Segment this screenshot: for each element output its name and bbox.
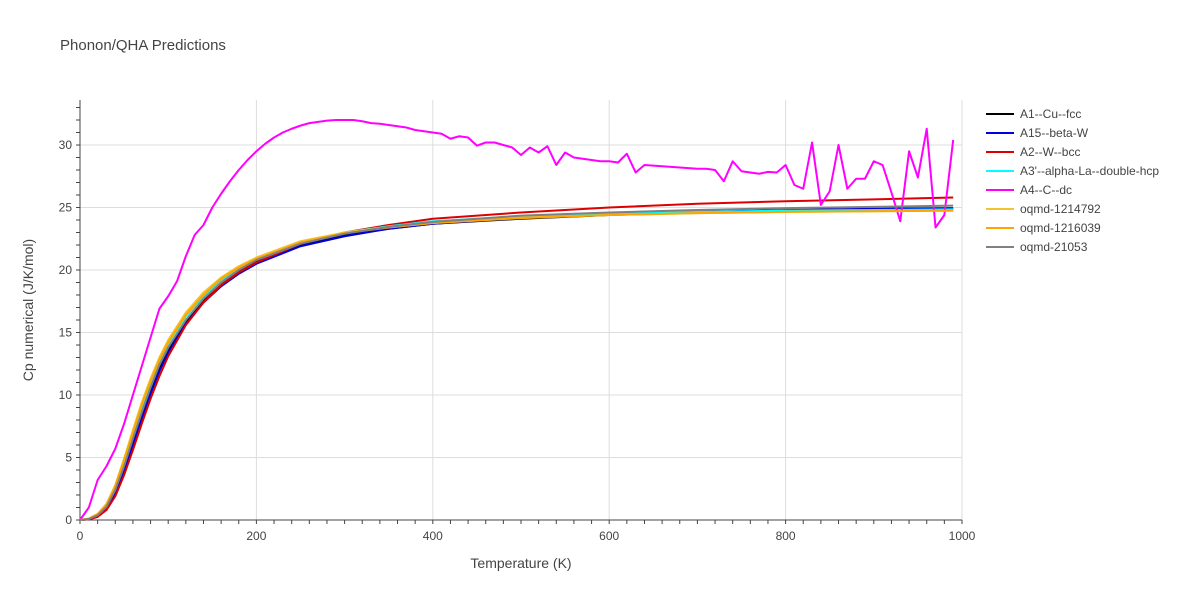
legend-label[interactable]: A4--C--dc — [1020, 183, 1072, 197]
y-tick-label: 15 — [59, 326, 73, 340]
series-line-0[interactable] — [79, 208, 954, 521]
x-axis-title: Temperature (K) — [470, 555, 571, 571]
series-line-2[interactable] — [79, 196, 954, 521]
series-line-1[interactable] — [79, 207, 954, 521]
x-tick-label: 400 — [423, 529, 443, 543]
grid-lines — [80, 100, 963, 520]
series-line-3[interactable] — [79, 208, 954, 521]
y-tick-label: 10 — [59, 388, 73, 402]
x-tick-label: 800 — [776, 529, 796, 543]
series-line-5[interactable] — [79, 209, 954, 521]
y-tick-label: 30 — [59, 138, 73, 152]
y-tick-label: 20 — [59, 263, 73, 277]
y-tick-label: 0 — [65, 513, 72, 527]
axes — [76, 100, 963, 524]
series-line-7[interactable] — [79, 204, 954, 521]
x-tick-label: 0 — [77, 529, 84, 543]
x-tick-label: 600 — [599, 529, 619, 543]
chart-title: Phonon/QHA Predictions — [60, 37, 226, 54]
legend[interactable]: A1--Cu--fcc A15--beta-W A2--W--bcc A3'--alp… — [986, 107, 1159, 254]
legend-label[interactable]: A2--W--bcc — [1020, 145, 1080, 159]
legend-label[interactable]: A1--Cu--fcc — [1020, 107, 1081, 121]
legend-label[interactable]: A3'--alpha-La--double-hcp — [1020, 164, 1159, 178]
series-line-6[interactable] — [79, 209, 954, 521]
legend-label[interactable]: oqmd-21053 — [1020, 240, 1088, 254]
legend-label[interactable]: A15--beta-W — [1020, 126, 1089, 140]
y-axis-title: Cp numerical (J/K/mol) — [20, 239, 36, 381]
plot-area[interactable] — [79, 119, 955, 521]
x-tick-label: 1000 — [949, 529, 976, 543]
legend-label[interactable]: oqmd-1214792 — [1020, 202, 1101, 216]
y-tick-label: 5 — [65, 451, 72, 465]
y-tick-label: 25 — [59, 201, 73, 215]
x-tick-label: 200 — [246, 529, 266, 543]
tick-labels: 0 5 10 15 20 25 30 0 200 400 600 800 1000 — [59, 138, 976, 543]
legend-label[interactable]: oqmd-1216039 — [1020, 221, 1101, 235]
series-line-4[interactable] — [79, 119, 955, 521]
